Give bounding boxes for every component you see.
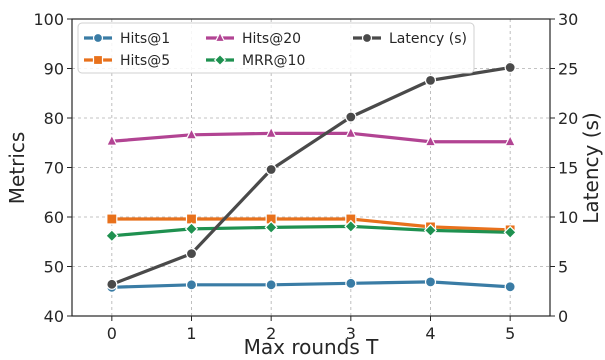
- data-point-mrr-10: [105, 229, 119, 243]
- data-point-hits-20: [105, 133, 118, 146]
- data-point-hits-1: [185, 279, 198, 291]
- legend-item-mrr-10: MRR@10: [206, 53, 305, 69]
- legend-item-latency-s: Latency (s): [353, 31, 467, 47]
- data-point-mrr-10: [264, 220, 278, 235]
- y2-tick-label: 5: [558, 258, 568, 277]
- y-tick-label: 100: [33, 10, 64, 29]
- data-point-latency-s: [265, 163, 277, 176]
- x-tick-label: 1: [186, 324, 196, 343]
- legend-label: Hits@20: [242, 31, 301, 47]
- data-point-mrr-10: [503, 225, 517, 239]
- data-point-hits-20: [424, 134, 437, 147]
- y2-axis-title: Latency (s): [579, 112, 603, 223]
- data-point-latency-s: [504, 61, 516, 74]
- data-point-latency-s: [424, 74, 437, 86]
- series-line-latency-s: [111, 65, 511, 286]
- y-axis-title: Metrics: [5, 132, 29, 205]
- y2-tick-label: 25: [558, 60, 578, 79]
- legend-marker: [92, 54, 104, 66]
- x-tick-label: 2: [266, 324, 276, 343]
- data-point-latency-s: [106, 278, 118, 290]
- x-tick-label: 4: [425, 324, 435, 343]
- y-tick-label: 50: [44, 258, 64, 277]
- legend-marker: [213, 53, 227, 67]
- legend-item-hits-20: Hits@20: [206, 31, 301, 47]
- plot-area: [105, 61, 517, 293]
- series-hits-1: [106, 276, 516, 293]
- y-tick-label: 90: [44, 60, 64, 79]
- data-point-hits-20: [344, 126, 357, 138]
- y2-tick-label: 20: [558, 109, 578, 128]
- data-point-mrr-10: [184, 222, 199, 236]
- series-latency-s: [106, 61, 516, 290]
- series-line-hits-5: [111, 217, 511, 232]
- data-point-hits-1: [504, 281, 516, 293]
- data-point-hits-20: [185, 127, 198, 140]
- y-tick-label: 80: [44, 109, 64, 128]
- data-point-latency-s: [345, 111, 357, 123]
- legend-label: Latency (s): [389, 31, 467, 47]
- series-mrr-10: [105, 219, 517, 243]
- data-point-mrr-10: [344, 219, 358, 234]
- y-tick-label: 60: [44, 208, 64, 227]
- x-tick-label: 0: [107, 324, 117, 343]
- data-point-hits-20: [504, 134, 517, 147]
- series-line-mrr-10: [111, 224, 511, 238]
- legend-item-hits-1: Hits@1: [84, 31, 170, 47]
- legend-label: Hits@1: [120, 31, 170, 47]
- data-point-hits-1: [345, 277, 357, 289]
- legend: Hits@1 Hits@5 Hits@20 MRR@10 Latency (s): [77, 22, 475, 74]
- series-line-hits-20: [111, 131, 511, 144]
- legend-marker: [214, 31, 226, 43]
- legend-label: MRR@10: [242, 53, 305, 69]
- y-tick-label: 70: [44, 159, 64, 178]
- y2-tick-label: 10: [558, 208, 578, 227]
- y2-tick-label: 15: [558, 159, 578, 178]
- data-point-hits-20: [265, 126, 278, 138]
- data-point-hits-1: [424, 276, 437, 288]
- series-hits-20: [105, 126, 517, 147]
- data-point-latency-s: [185, 248, 198, 260]
- data-point-mrr-10: [423, 223, 438, 238]
- legend-marker: [92, 32, 104, 44]
- data-point-hits-1: [265, 279, 277, 291]
- x-tick-label: 3: [346, 324, 356, 343]
- series-line-hits-1: [111, 280, 511, 289]
- x-axis-title: Max rounds T: [244, 335, 380, 359]
- x-tick-label: 5: [505, 324, 515, 343]
- legend-label: Hits@5: [120, 53, 170, 69]
- y2-tick-label: 0: [558, 307, 568, 326]
- y2-tick-label: 30: [558, 10, 578, 29]
- axes: 40 50 60 70 80 90 100 0 5 10 15 20 25 30 0 1 2 3 4 5: [33, 10, 578, 343]
- legend-item-hits-5: Hits@5: [84, 53, 170, 69]
- data-point-hits-5: [106, 213, 118, 225]
- legend-marker: [361, 32, 373, 44]
- y-tick-label: 40: [44, 307, 64, 326]
- legend-box: [77, 22, 475, 74]
